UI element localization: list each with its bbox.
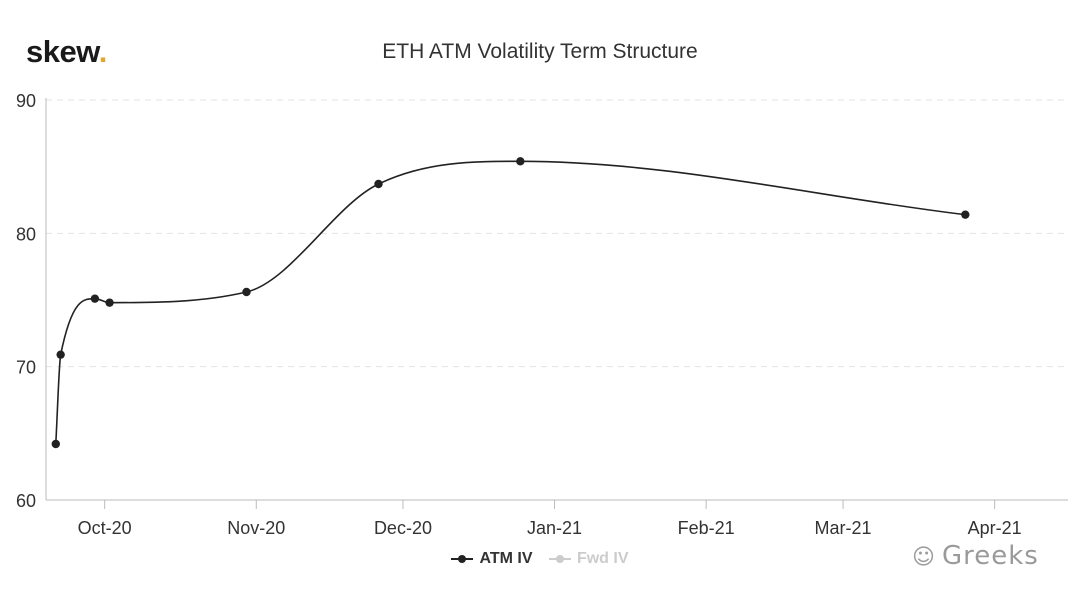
watermark: ☺ Greeks bbox=[912, 541, 1039, 571]
data-point-1 bbox=[51, 439, 60, 449]
legend-label-fwd-iv: Fwd IV bbox=[576, 550, 629, 567]
legend-marker-atm-iv bbox=[451, 554, 474, 563]
chart-title: ETH ATM Volatility Term Structure bbox=[382, 40, 698, 63]
skew-logo: skew. bbox=[26, 34, 107, 70]
y-tick-label-80: 80 bbox=[16, 224, 36, 244]
tick-labels: 60 70 80 90 Oct-20 Nov-20 Dec-20 Jan-21 Feb-21 Ma… bbox=[16, 91, 1022, 538]
legend-marker-fwd-iv bbox=[548, 554, 571, 563]
y-tick-label-60: 60 bbox=[16, 491, 36, 511]
logo-dot: . bbox=[98, 34, 108, 69]
data-point-6 bbox=[374, 179, 383, 189]
x-tick-label-Oct-20: Oct-20 bbox=[78, 518, 132, 538]
legend-item-atm-iv[interactable]: ATM IV bbox=[451, 550, 533, 568]
x-tick-label-Dec-20: Dec-20 bbox=[374, 518, 432, 538]
data-point-7 bbox=[516, 157, 525, 166]
x-tick-label-Apr-21: Apr-21 bbox=[968, 518, 1022, 538]
watermark-text: Greeks bbox=[941, 541, 1039, 571]
logo-text: skew bbox=[26, 34, 99, 69]
legend-item-fwd-iv[interactable]: Fwd IV bbox=[548, 550, 629, 568]
axes bbox=[45, 98, 1068, 509]
y-tick-label-90: 90 bbox=[16, 91, 36, 111]
y-tick-label-70: 70 bbox=[16, 358, 36, 378]
data-point-4 bbox=[105, 298, 114, 307]
x-tick-label-Nov-20: Nov-20 bbox=[227, 518, 285, 538]
x-tick-label-Mar-21: Mar-21 bbox=[815, 518, 872, 538]
series-line-atm-iv bbox=[54, 160, 966, 445]
series-group bbox=[51, 157, 970, 449]
x-tick-label-Feb-21: Feb-21 bbox=[678, 518, 735, 538]
x-tick-label-Jan-21: Jan-21 bbox=[527, 518, 582, 538]
data-point-3 bbox=[90, 294, 100, 303]
data-point-2 bbox=[56, 350, 65, 359]
data-point-5 bbox=[242, 287, 251, 297]
legend: ATM IV Fwd IV bbox=[0, 550, 1080, 568]
grid-lines bbox=[46, 99, 1068, 368]
legend-label-atm-iv: ATM IV bbox=[479, 550, 533, 567]
wechat-icon: ☺ bbox=[912, 545, 936, 570]
data-point-8 bbox=[961, 210, 970, 219]
